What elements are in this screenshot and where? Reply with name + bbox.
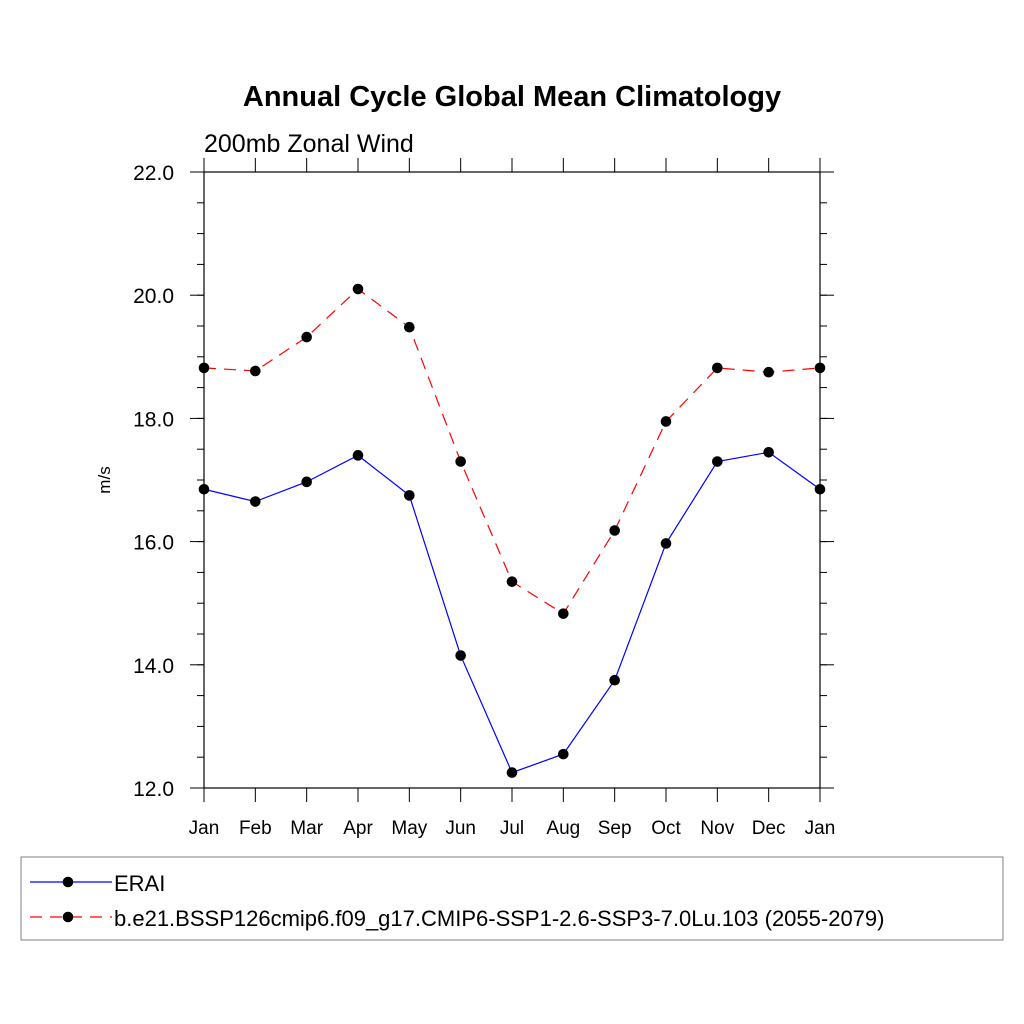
data-point-s1-11 (712, 456, 723, 467)
data-point-s1-5 (404, 490, 415, 501)
plot-axes: 12.0 14.0 16.0 18.0 20.0 22.0 Jan Feb Mar Apr May J… (133, 158, 835, 839)
legend-label-1: ERAI (114, 871, 165, 896)
data-point-s1-7 (506, 767, 518, 778)
data-point-s1-8 (558, 748, 569, 760)
plot-frame (203, 171, 821, 789)
x-tick-label: Aug (546, 818, 580, 839)
x-tick-label: Nov (700, 818, 734, 839)
data-point-s1-9 (609, 674, 620, 686)
x-tick-label: Oct (651, 818, 681, 839)
data-point-s2-4 (352, 283, 364, 295)
legend-marker-1 (62, 876, 74, 888)
data-point-s1-10 (660, 538, 672, 549)
data-point-s2-11 (712, 362, 723, 374)
data-point-s2-5 (404, 321, 415, 333)
chart-title: Annual Cycle Global Mean Climatology (243, 81, 781, 113)
data-point-s2-2 (250, 365, 261, 377)
data-point-s1-3 (301, 476, 312, 488)
y-tick-label: 14.0 (133, 655, 174, 678)
x-tick-label: May (391, 818, 427, 839)
data-point-s2-7 (506, 576, 518, 587)
data-point-s2-8 (558, 608, 569, 619)
x-tick-label: Mar (290, 818, 323, 839)
y-tick-label: 12.0 (133, 778, 174, 801)
data-point-s2-9 (609, 525, 620, 536)
y-tick-label: 18.0 (133, 408, 174, 431)
data-point-s2-12 (763, 366, 774, 378)
chart-subtitle: 200mb Zonal Wind (204, 130, 414, 158)
data-point-s1-2 (250, 496, 261, 507)
series-line-1 (203, 451, 821, 774)
y-tick-label: 16.0 (133, 532, 174, 555)
y-tick-label: 20.0 (133, 285, 174, 308)
y-tick-label: 22.0 (133, 162, 174, 185)
data-point-s1-6 (455, 650, 466, 661)
data-point-s2-1 (198, 362, 210, 374)
legend-label-2: b.e21.BSSP126cmip6.f09_g17.CMIP6-SSP1-2.… (114, 906, 884, 931)
data-point-s2-3 (301, 331, 312, 343)
data-point-s1-13 (814, 483, 826, 495)
data-point-s2-13 (814, 362, 826, 374)
data-point-s2-6 (455, 456, 466, 467)
data-point-s2-10 (660, 416, 672, 427)
x-tick-label: Apr (343, 818, 373, 839)
x-tick-label: Jun (445, 818, 476, 839)
legend-box (20, 856, 1004, 941)
series-layer (198, 283, 826, 778)
x-tick-label: Jan (805, 818, 836, 839)
x-tick-label: Sep (598, 818, 632, 839)
data-point-s1-1 (198, 483, 210, 495)
legend-marker-2 (62, 911, 74, 923)
legend: ERAI b.e21.BSSP126cmip6.f09_g17.CMIP6-SSP… (20, 856, 1004, 941)
x-tick-label: Jan (189, 818, 220, 839)
y-axis-label: m/s (95, 466, 114, 493)
data-point-s1-12 (763, 446, 774, 458)
x-tick-label: Feb (239, 818, 272, 839)
x-tick-label: Dec (752, 818, 786, 839)
x-tick-label: Jul (500, 818, 524, 839)
series-line-2 (203, 288, 821, 615)
data-point-s1-4 (352, 450, 364, 461)
